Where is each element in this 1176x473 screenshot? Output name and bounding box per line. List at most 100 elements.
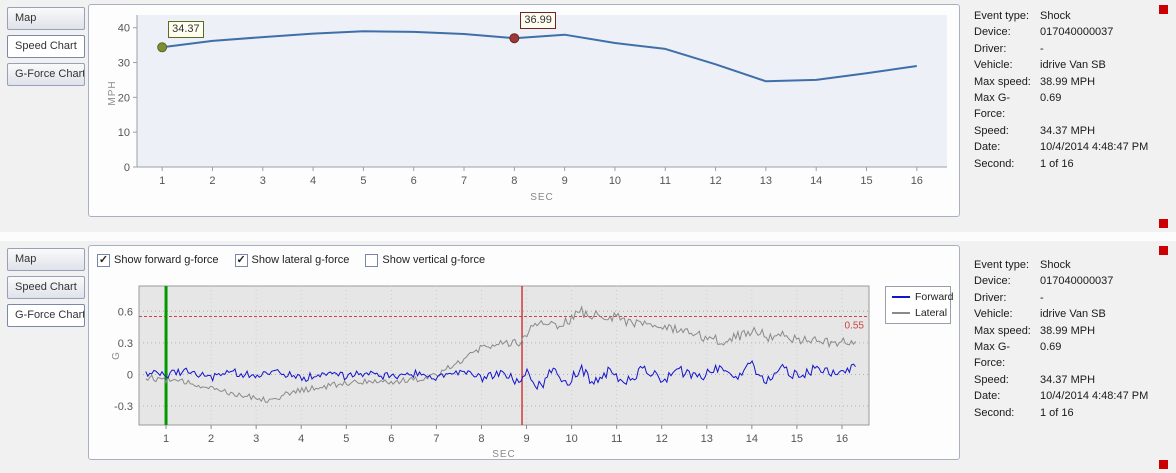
x-tick-label: 5	[343, 433, 349, 445]
info-row-max-speed: Max speed: 38.99 MPH	[974, 323, 1166, 339]
gforce-chart-panel: Map Speed Chart G-Force Chart ✓ Show forwar…	[0, 241, 1176, 473]
info-label: Device:	[974, 26, 1011, 39]
info-row-event-type: Event type: Shock	[974, 8, 1166, 24]
x-tick-label: 4	[298, 433, 304, 445]
event-marker-point[interactable]	[509, 33, 520, 44]
scroll-down-indicator[interactable]	[1159, 219, 1168, 228]
info-row-date: Date: 10/4/2014 4:48:47 PM	[974, 139, 1166, 155]
info-value: Shock	[1040, 10, 1071, 22]
x-tick-label: 14	[810, 175, 822, 187]
plot-background	[137, 15, 947, 167]
info-row-vehicle: Vehicle: idrive Van SB	[974, 306, 1166, 322]
event-info-panel: Event type: Shock Device: 017040000037 Drive…	[974, 8, 1166, 172]
tab-speed-chart[interactable]: Speed Chart	[7, 35, 85, 58]
x-tick-label: 10	[565, 433, 577, 445]
x-tick-label: 16	[836, 433, 848, 445]
y-tick-label: -0.3	[114, 401, 133, 413]
legend-entry-lateral: Lateral	[892, 307, 948, 319]
tab-g-force-chart[interactable]: G-Force Chart	[7, 304, 85, 327]
info-row-max-g-force: Max G-Force: 0.69	[974, 339, 1166, 372]
info-row-date: Date: 10/4/2014 4:48:47 PM	[974, 388, 1166, 404]
info-label: Vehicle:	[974, 59, 1013, 72]
legend-label: Lateral	[915, 307, 948, 319]
info-label: Vehicle:	[974, 308, 1013, 321]
x-tick-label: 16	[911, 175, 923, 187]
x-axis-title: SEC	[530, 192, 554, 203]
checkbox-unchecked-icon	[365, 253, 379, 267]
info-value: 10/4/2014 4:48:47 PM	[1040, 390, 1149, 403]
info-value: 38.99 MPH	[1040, 75, 1096, 88]
x-tick-label: 3	[253, 433, 259, 445]
info-value: idrive Van SB	[1040, 308, 1106, 321]
info-row-event-type: Event type: Shock	[974, 257, 1166, 273]
checkbox-show-forward-g-force[interactable]: ✓ Show forward g-force	[97, 253, 219, 267]
speed-line	[162, 30, 917, 83]
legend-line-icon	[892, 296, 910, 298]
x-tick-label: 7	[433, 433, 439, 445]
x-tick-label: 5	[360, 175, 366, 187]
x-tick-label: 13	[701, 433, 713, 445]
legend-entry-forward: Forward	[892, 291, 954, 303]
scroll-up-indicator[interactable]	[1159, 246, 1168, 255]
speed-chart-container: 0 10 20 30 40 1 2 3 4 5 6 7 8 9 10 11 12 13 14 15 16 MPH SEC 3…	[88, 4, 960, 217]
info-row-speed: Speed: 34.37 MPH	[974, 123, 1166, 139]
speed-chart-panel: Map Speed Chart G-Force Chart 0 10 20 30 40 1 2 3…	[0, 0, 1176, 232]
info-value: Shock	[1040, 259, 1071, 271]
start-marker-point[interactable]	[157, 42, 168, 53]
checkbox-label: Show lateral g-force	[251, 254, 350, 266]
scroll-down-indicator[interactable]	[1159, 460, 1168, 469]
y-tick-label: 10	[118, 127, 130, 139]
y-tick-label: 0.6	[118, 306, 133, 318]
tab-strip: Map Speed Chart G-Force Chart	[7, 7, 85, 91]
threshold-label: 0.55	[845, 321, 865, 332]
info-label: Second:	[974, 406, 1015, 419]
checkbox-checked-icon: ✓	[97, 253, 110, 267]
checkbox-show-lateral-g-force[interactable]: ✓ Show lateral g-force	[234, 253, 350, 267]
info-label: Speed:	[974, 373, 1009, 386]
info-row-max-g-force: Max G-Force: 0.69	[974, 90, 1166, 123]
info-value: 1 of 16	[1040, 157, 1074, 170]
tab-speed-chart[interactable]: Speed Chart	[7, 276, 85, 299]
x-tick-label: 15	[860, 175, 872, 187]
tab-map[interactable]: Map	[7, 7, 85, 30]
x-tick-label: 8	[511, 175, 517, 187]
info-label: Event type:	[974, 10, 1030, 22]
event-info-panel: Event type: Shock Device: 017040000037 Drive…	[974, 257, 1166, 421]
x-tick-label: 7	[461, 175, 467, 187]
info-row-second: Second: 1 of 16	[974, 156, 1166, 172]
x-tick-label: 15	[791, 433, 803, 445]
info-label: Device:	[974, 275, 1011, 288]
checkbox-checked-icon: ✓	[234, 253, 248, 267]
x-tick-label: 13	[760, 175, 772, 187]
gforce-chart-container: ✓ Show forward g-force ✓ Show lateral g-for…	[88, 245, 960, 460]
tab-map[interactable]: Map	[7, 248, 85, 271]
checkbox-label: Show forward g-force	[114, 254, 219, 266]
checkbox-show-vertical-g-force[interactable]: Show vertical g-force	[365, 253, 485, 267]
x-tick-label: 2	[208, 433, 214, 445]
x-tick-label: 9	[562, 175, 568, 187]
info-label: Max G-Force:	[974, 92, 1011, 121]
y-tick-label: 0	[127, 369, 133, 381]
tab-g-force-chart[interactable]: G-Force Chart	[7, 63, 85, 86]
info-label: Date:	[974, 390, 1001, 403]
info-value: -	[1040, 291, 1044, 304]
x-tick-label: 3	[260, 175, 266, 187]
legend-line-icon	[892, 312, 910, 314]
info-value: 1 of 16	[1040, 406, 1074, 419]
scroll-up-indicator[interactable]	[1159, 5, 1168, 14]
info-row-device: Device: 017040000037	[974, 273, 1166, 289]
info-label: Max G-Force:	[974, 341, 1011, 370]
plot-background	[138, 285, 870, 426]
x-tick-label: 4	[310, 175, 316, 187]
gforce-chart: -0.300.30.61 2 3 4 5 6 7 8 9 10 11 12 13 14 15 16GSEC0.…	[111, 285, 870, 458]
x-tick-label: 12	[656, 433, 668, 445]
info-row-speed: Speed: 34.37 MPH	[974, 372, 1166, 388]
info-label: Max speed:	[974, 324, 1031, 337]
info-label: Second:	[974, 157, 1015, 170]
info-row-device: Device: 017040000037	[974, 24, 1166, 40]
y-tick-label: 40	[118, 23, 130, 35]
info-label: Event type:	[974, 259, 1030, 271]
info-value: 34.37 MPH	[1040, 373, 1096, 386]
info-row-vehicle: Vehicle: idrive Van SB	[974, 57, 1166, 73]
